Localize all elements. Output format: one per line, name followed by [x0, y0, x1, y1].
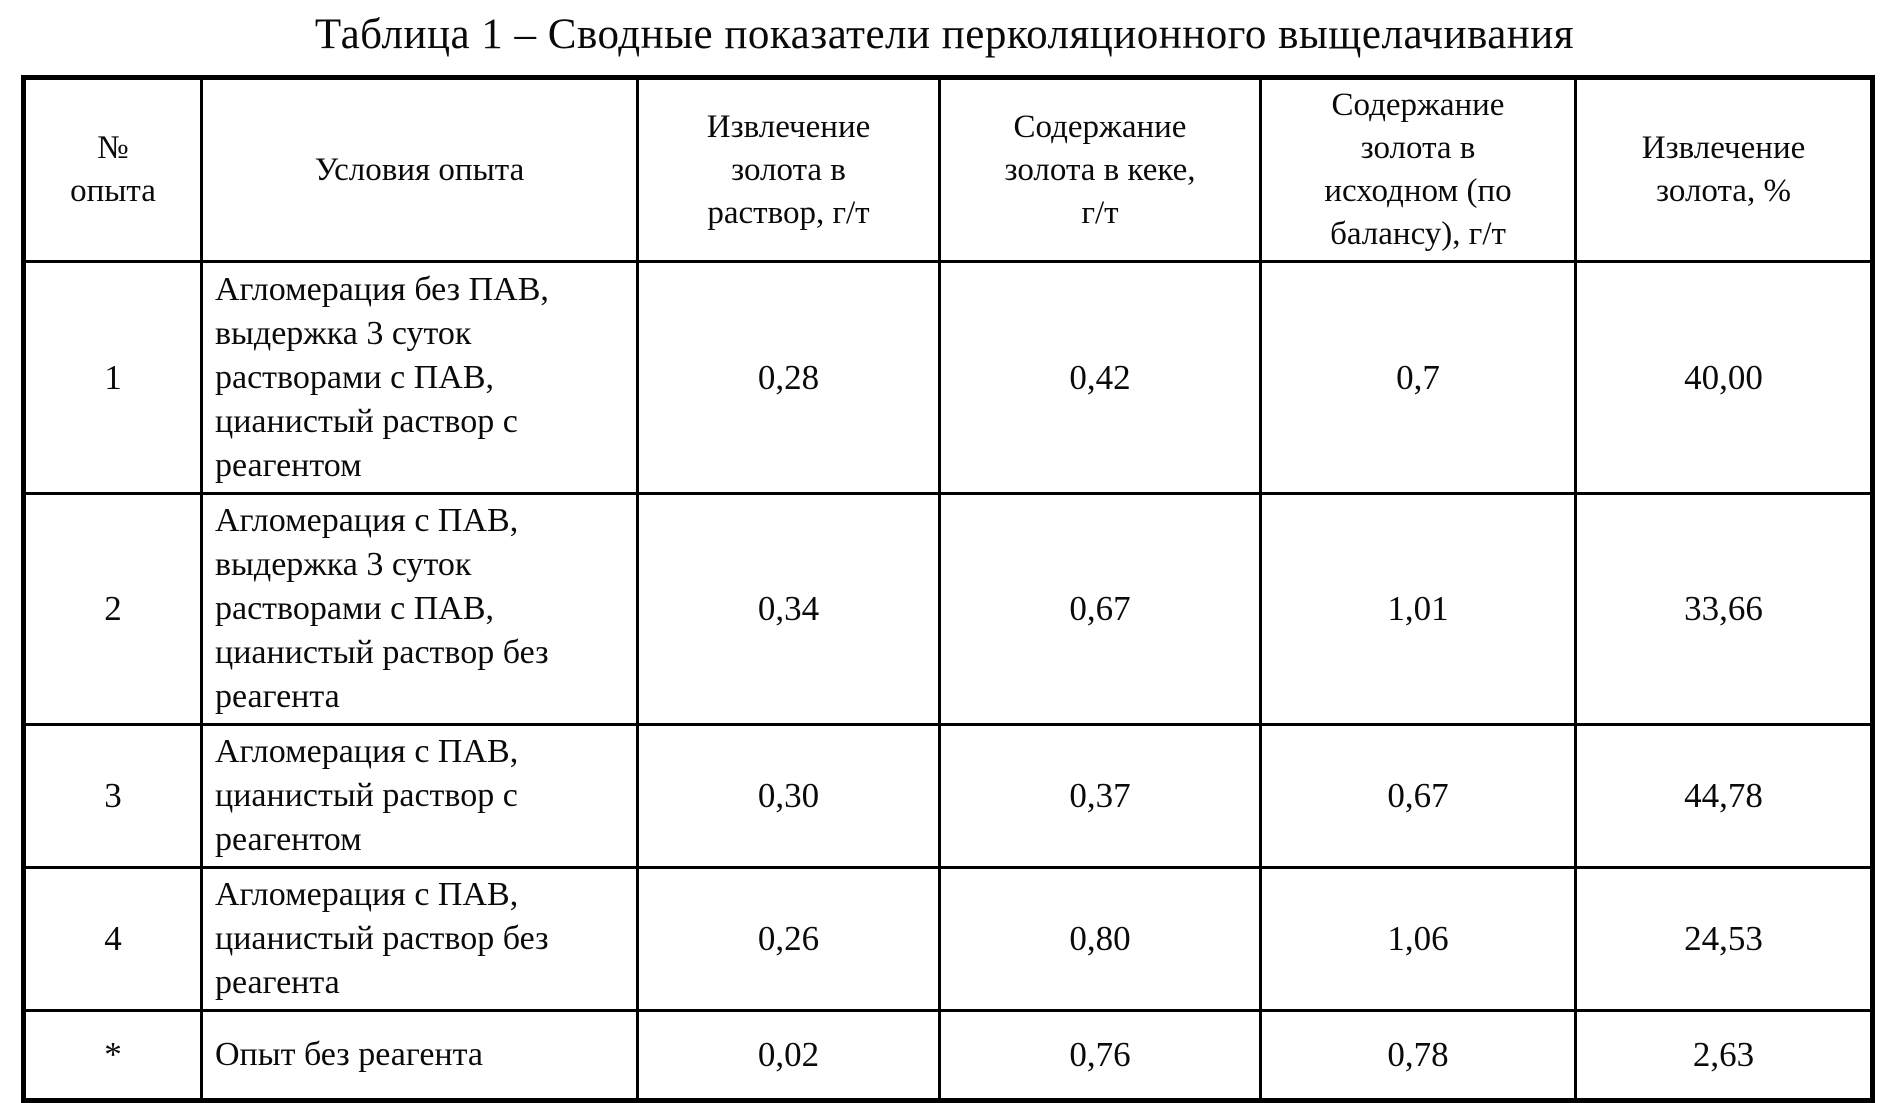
experiment-number-cell: * — [22, 1009, 203, 1102]
extraction-solution-cell: 0,30 — [636, 723, 941, 869]
header-experiment-conditions: Условия опыта — [200, 76, 639, 263]
content-feed-cell: 0,7 — [1259, 260, 1577, 495]
header-gold-content-cake: Содержание золота в кеке, г/т — [938, 76, 1262, 263]
table-row: 2 Агломерация с ПАВ, выдержка 3 суток ра… — [22, 492, 1874, 726]
content-cake-cell: 0,67 — [938, 492, 1262, 726]
conditions-cell: Агломерация с ПАВ, выдержка 3 суток раст… — [200, 492, 639, 726]
conditions-cell: Агломерация с ПАВ, цианистый раствор с р… — [200, 723, 639, 869]
header-gold-extraction-percent: Извлечение золота, % — [1574, 76, 1874, 263]
header-gold-extraction-solution: Извлечение золота в раствор, г/т — [636, 76, 941, 263]
extraction-percent-cell: 33,66 — [1574, 492, 1874, 726]
page-title: Таблица 1 – Сводные показатели перколяци… — [314, 11, 1575, 58]
table-row: * Опыт без реагента 0,02 0,76 0,78 2,63 — [22, 1009, 1874, 1102]
content-cake-cell: 0,80 — [938, 866, 1262, 1012]
content-cake-cell: 0,76 — [938, 1009, 1262, 1102]
table-header-row: № опыта Условия опыта Извлечение золота … — [22, 76, 1874, 263]
conditions-cell: Агломерация с ПАВ, цианистый раствор без… — [200, 866, 639, 1012]
header-experiment-number: № опыта — [22, 76, 203, 263]
conditions-cell: Опыт без реагента — [200, 1009, 639, 1102]
extraction-percent-cell: 2,63 — [1574, 1009, 1874, 1102]
experiment-number-cell: 3 — [22, 723, 203, 869]
extraction-solution-cell: 0,26 — [636, 866, 941, 1012]
conditions-cell: Агломерация без ПАВ, выдержка 3 суток ра… — [200, 260, 639, 495]
content-cake-cell: 0,42 — [938, 260, 1262, 495]
header-gold-content-feed: Содержание золота в исходном (по балансу… — [1259, 76, 1577, 263]
content-cake-cell: 0,37 — [938, 723, 1262, 869]
extraction-percent-cell: 24,53 — [1574, 866, 1874, 1012]
extraction-percent-cell: 44,78 — [1574, 723, 1874, 869]
content-feed-cell: 1,06 — [1259, 866, 1577, 1012]
extraction-percent-cell: 40,00 — [1574, 260, 1874, 495]
table-row: 3 Агломерация с ПАВ, цианистый раствор с… — [22, 723, 1874, 869]
content-feed-cell: 1,01 — [1259, 492, 1577, 726]
content-feed-cell: 0,78 — [1259, 1009, 1577, 1102]
experiment-number-cell: 2 — [22, 492, 203, 726]
experiment-number-cell: 1 — [22, 260, 203, 495]
table-row: 1 Агломерация без ПАВ, выдержка 3 суток … — [22, 260, 1874, 495]
extraction-solution-cell: 0,28 — [636, 260, 941, 495]
extraction-solution-cell: 0,34 — [636, 492, 941, 726]
experiment-number-cell: 4 — [22, 866, 203, 1012]
table-row: 4 Агломерация с ПАВ, цианистый раствор б… — [22, 866, 1874, 1012]
extraction-solution-cell: 0,02 — [636, 1009, 941, 1102]
percolation-leaching-results-table: № опыта Условия опыта Извлечение золота … — [21, 75, 1875, 1103]
content-feed-cell: 0,67 — [1259, 723, 1577, 869]
